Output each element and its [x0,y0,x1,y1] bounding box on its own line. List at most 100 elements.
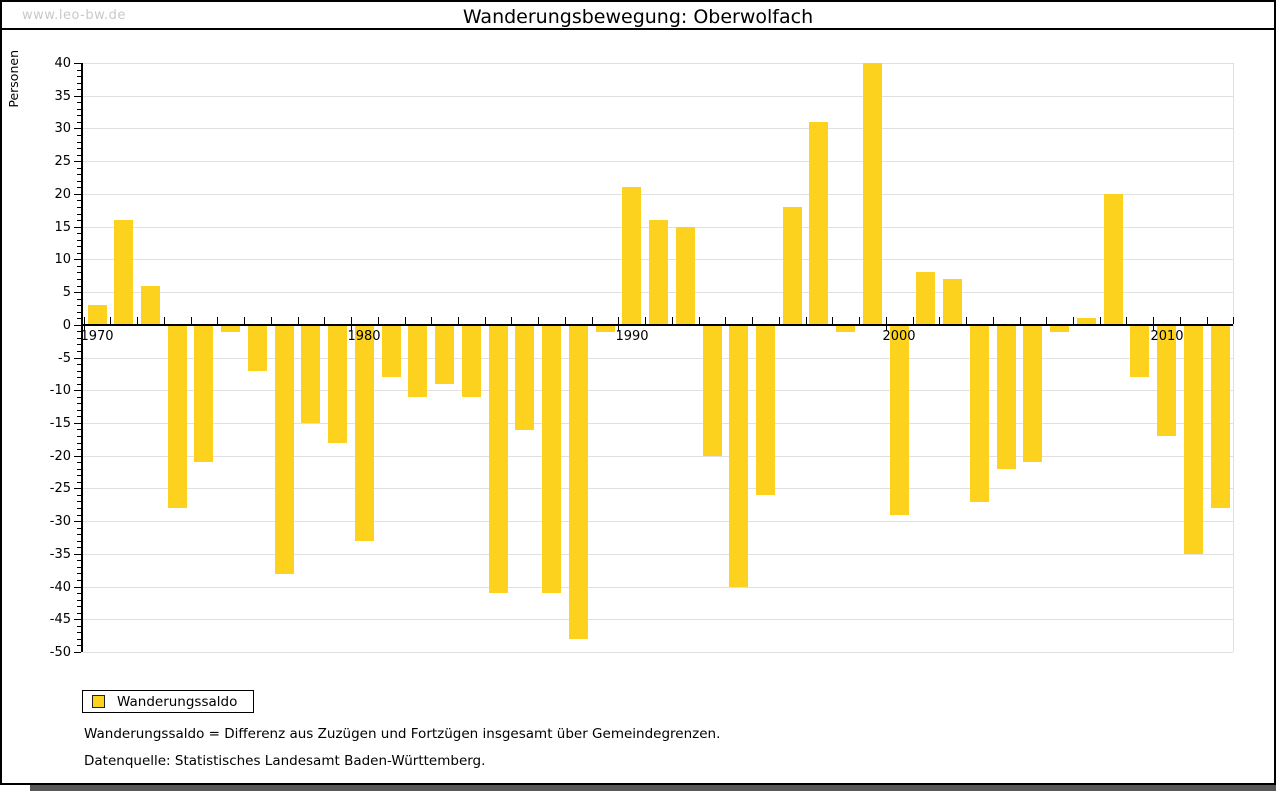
y-minor-tick-8 [77,272,81,273]
y-minor-tick-39 [77,70,81,71]
y-minor-tick--22 [77,469,81,470]
gridline-25 [83,161,1233,162]
bar-1991 [649,220,668,325]
bar-2007 [1077,318,1096,325]
y-major-tick--20 [74,456,81,457]
x-year-tick [271,317,272,324]
y-minor-tick-17 [77,214,81,215]
y-major-tick--45 [74,619,81,620]
y-minor-tick-18 [77,207,81,208]
y-tick-label--40: -40 [49,580,71,595]
x-year-tick [378,317,379,324]
y-major-tick-0 [74,325,81,326]
x-year-tick [752,317,753,324]
x-year-tick [725,317,726,324]
bar-2008 [1104,194,1123,325]
y-minor-tick--39 [77,580,81,581]
x-axis-line [83,324,1233,326]
x-year-tick [458,317,459,324]
gridline-20 [83,194,1233,195]
x-year-tick [859,317,860,324]
x-tick-label-1990: 1990 [615,329,649,344]
bar-1994 [729,325,748,587]
y-minor-tick--18 [77,443,81,444]
bar-1997 [809,122,828,325]
x-year-tick [244,317,245,324]
y-tick-label-40: 40 [54,56,71,71]
x-year-tick [672,317,673,324]
y-tick-label-10: 10 [54,252,71,267]
y-major-tick--35 [74,554,81,555]
y-major-tick-30 [74,128,81,129]
y-minor-tick-7 [77,279,81,280]
y-minor-tick-3 [77,305,81,306]
footnote-definition: Wanderungssaldo = Differenz aus Zuzügen … [84,726,721,742]
y-minor-tick--23 [77,475,81,476]
x-year-tick [1073,317,1074,324]
x-decade-tick-1970 [84,326,85,331]
y-major-tick--10 [74,390,81,391]
y-minor-tick--46 [77,626,81,627]
bar-2006 [1050,325,1069,332]
y-minor-tick-1 [77,318,81,319]
x-decade-tick-2010 [1153,326,1154,331]
y-minor-tick-34 [77,102,81,103]
y-minor-tick-19 [77,200,81,201]
y-minor-tick--2 [77,338,81,339]
y-axis-title: Personen [6,50,21,108]
bar-1974 [194,325,213,462]
y-minor-tick--42 [77,600,81,601]
y-tick-label-30: 30 [54,121,71,136]
x-year-tick [1153,317,1154,324]
y-minor-tick-38 [77,76,81,77]
y-minor-tick--43 [77,606,81,607]
y-minor-tick--3 [77,344,81,345]
y-minor-tick--17 [77,436,81,437]
y-minor-tick--38 [77,573,81,574]
x-year-tick [886,317,887,324]
bar-1979 [328,325,347,443]
gridline--45 [83,619,1233,620]
x-tick-label-1980: 1980 [347,329,381,344]
legend-swatch-wanderungssaldo [92,695,105,708]
y-minor-tick--33 [77,541,81,542]
x-year-tick [351,317,352,324]
gridline--25 [83,488,1233,489]
y-minor-tick-14 [77,233,81,234]
x-year-tick [485,317,486,324]
bar-1973 [168,325,187,508]
y-minor-tick-37 [77,83,81,84]
bar-1990 [622,187,641,324]
x-year-tick [1233,317,1234,324]
y-minor-tick--13 [77,410,81,411]
bar-1983 [435,325,454,384]
y-tick-label-15: 15 [54,220,71,235]
y-minor-tick-26 [77,155,81,156]
y-tick-label--25: -25 [49,481,71,496]
x-year-tick [405,317,406,324]
y-minor-tick-36 [77,89,81,90]
y-major-tick--5 [74,358,81,359]
y-minor-tick-2 [77,312,81,313]
y-major-tick-25 [74,161,81,162]
bar-1984 [462,325,481,397]
x-year-tick [324,317,325,324]
bar-2000 [890,325,909,515]
x-year-tick [164,317,165,324]
y-tick-label--15: -15 [49,416,71,431]
y-minor-tick--36 [77,560,81,561]
bar-1989 [596,325,615,332]
y-minor-tick-23 [77,174,81,175]
y-minor-tick-16 [77,220,81,221]
bar-1986 [515,325,534,430]
x-decade-tick-1980 [351,326,352,331]
y-major-tick-20 [74,194,81,195]
y-minor-tick-22 [77,181,81,182]
y-minor-tick--29 [77,515,81,516]
x-year-tick [431,317,432,324]
x-year-tick [110,317,111,324]
x-year-tick [191,317,192,324]
bar-1987 [542,325,561,593]
y-tick-label-5: 5 [62,285,71,300]
